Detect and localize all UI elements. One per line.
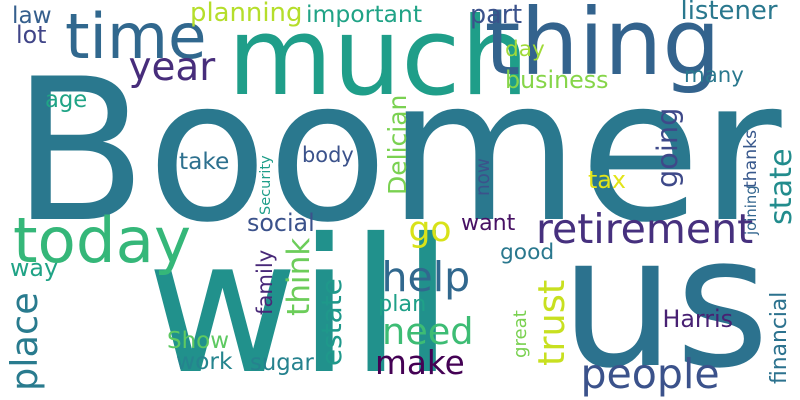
word-people: people xyxy=(580,349,720,398)
word-social: social xyxy=(247,209,315,237)
word-lot: lot xyxy=(16,21,47,49)
word-much: much xyxy=(227,0,529,120)
word-think: think xyxy=(280,237,317,316)
word-plan: plan xyxy=(378,291,427,317)
word-want: want xyxy=(461,210,516,236)
word-help: help xyxy=(381,252,471,301)
word-retirement: retirement xyxy=(536,204,754,253)
word-boomer: Boomer xyxy=(12,36,782,266)
word-go: go xyxy=(408,209,452,250)
word-sugar: sugar xyxy=(250,349,314,376)
word-way: way xyxy=(10,254,59,282)
word-year: year xyxy=(128,44,216,90)
word-body: body xyxy=(302,142,354,167)
word-make: make xyxy=(375,343,465,382)
word-us: us xyxy=(560,196,770,400)
word-trust: trust xyxy=(529,279,573,366)
word-business: business xyxy=(505,66,609,94)
word-place: place xyxy=(2,291,46,391)
word-today: today xyxy=(13,203,192,277)
word-great: great xyxy=(510,310,531,358)
word-need: need xyxy=(382,309,474,353)
word-work: work xyxy=(176,346,233,375)
word-joining: joining xyxy=(741,185,760,235)
word-thanks: thanks xyxy=(740,129,761,188)
word-part: part xyxy=(470,0,523,29)
word-day: day xyxy=(505,37,545,62)
word-harris: Harris xyxy=(662,305,734,333)
word-estate: estate xyxy=(315,278,348,366)
word-delician: Delician xyxy=(383,94,412,195)
word-show: Show xyxy=(167,327,230,354)
word-many: many xyxy=(684,62,744,88)
word-time: time xyxy=(65,0,207,73)
word-age: age xyxy=(45,86,88,113)
word-state: state xyxy=(764,147,799,225)
word-law: law xyxy=(12,1,52,29)
word-important: important xyxy=(306,0,423,28)
word-security: Security xyxy=(257,155,274,215)
word-good: good xyxy=(500,240,555,265)
word-thing: thing xyxy=(484,0,721,96)
word-will: will xyxy=(146,199,454,400)
word-now: now xyxy=(473,158,494,196)
word-tax: tax xyxy=(588,166,626,194)
word-planning: planning xyxy=(190,0,303,28)
word-family: family xyxy=(251,249,277,315)
word-listener: listener xyxy=(680,0,778,26)
word-financial: financial xyxy=(767,291,792,384)
word-take: take xyxy=(179,147,230,175)
word-going: going xyxy=(649,107,684,188)
